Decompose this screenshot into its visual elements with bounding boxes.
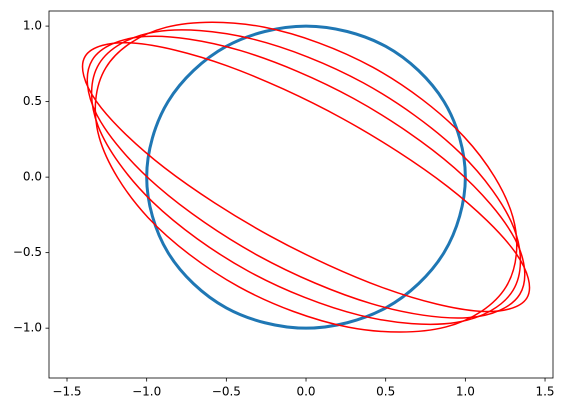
x-tick-label: 0.0	[296, 385, 315, 399]
ellipse-curve	[94, 21, 518, 333]
x-tick-label: −1.0	[132, 385, 161, 399]
x-tick-label: 0.5	[376, 385, 395, 399]
ellipse-curve	[90, 29, 522, 326]
y-tick-label: 0.5	[23, 94, 42, 108]
x-tick-label: 1.0	[456, 385, 475, 399]
plot-area	[81, 21, 531, 333]
y-tick-label: 0.0	[23, 170, 42, 184]
x-tick-label: 1.5	[535, 385, 554, 399]
x-tick-label: −0.5	[212, 385, 241, 399]
y-tick-label: −1.0	[13, 321, 42, 335]
axes-frame	[48, 10, 554, 379]
ellipse-curve	[81, 41, 531, 313]
ellipse-curve	[86, 35, 526, 319]
x-tick-label: −1.5	[52, 385, 81, 399]
y-tick-label: 1.0	[23, 19, 42, 33]
y-tick-label: −0.5	[13, 245, 42, 259]
